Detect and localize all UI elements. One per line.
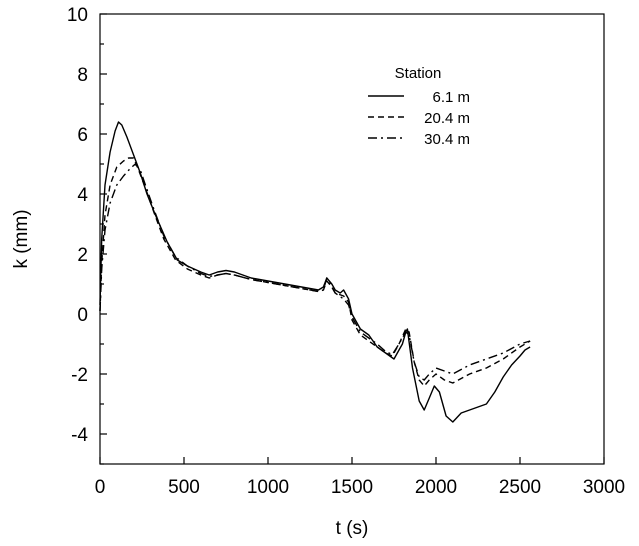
y-tick-label: 10 bbox=[67, 5, 88, 26]
x-tick-label: 3000 bbox=[583, 477, 625, 498]
x-tick-label: 1500 bbox=[331, 477, 373, 498]
y-tick-label: 0 bbox=[77, 305, 88, 326]
y-axis-label: k (mm) bbox=[11, 209, 32, 268]
series-line-30-4-m bbox=[99, 163, 531, 381]
legend: Station 6.1 m 20.4 m 30.4 m bbox=[368, 65, 470, 148]
plot-frame bbox=[99, 13, 605, 465]
x-tick-label: 0 bbox=[95, 477, 106, 498]
ticks-layer: 0 500 1000 1500 2000 2500 3000 -4 -2 0 2 4 6 8 10 bbox=[67, 5, 625, 498]
y-tick-label: -4 bbox=[71, 425, 88, 446]
y-tick-label: 4 bbox=[77, 185, 88, 206]
series-line-20-4-m bbox=[99, 157, 531, 387]
x-axis-label: t (s) bbox=[336, 518, 369, 539]
series-line-6-1-m bbox=[99, 121, 531, 423]
y-tick-label: -2 bbox=[71, 365, 88, 386]
legend-label: 20.4 m bbox=[424, 110, 470, 127]
y-tick-label: 6 bbox=[77, 125, 88, 146]
series-layer bbox=[99, 121, 531, 423]
x-tick-label: 1000 bbox=[247, 477, 289, 498]
legend-label: 30.4 m bbox=[424, 131, 470, 148]
x-tick-label: 2500 bbox=[499, 477, 541, 498]
legend-title: Station bbox=[395, 65, 442, 82]
x-tick-label: 500 bbox=[168, 477, 200, 498]
y-tick-label: 2 bbox=[77, 245, 88, 266]
y-tick-label: 8 bbox=[77, 65, 88, 86]
x-tick-label: 2000 bbox=[415, 477, 457, 498]
legend-label: 6.1 m bbox=[432, 89, 470, 106]
